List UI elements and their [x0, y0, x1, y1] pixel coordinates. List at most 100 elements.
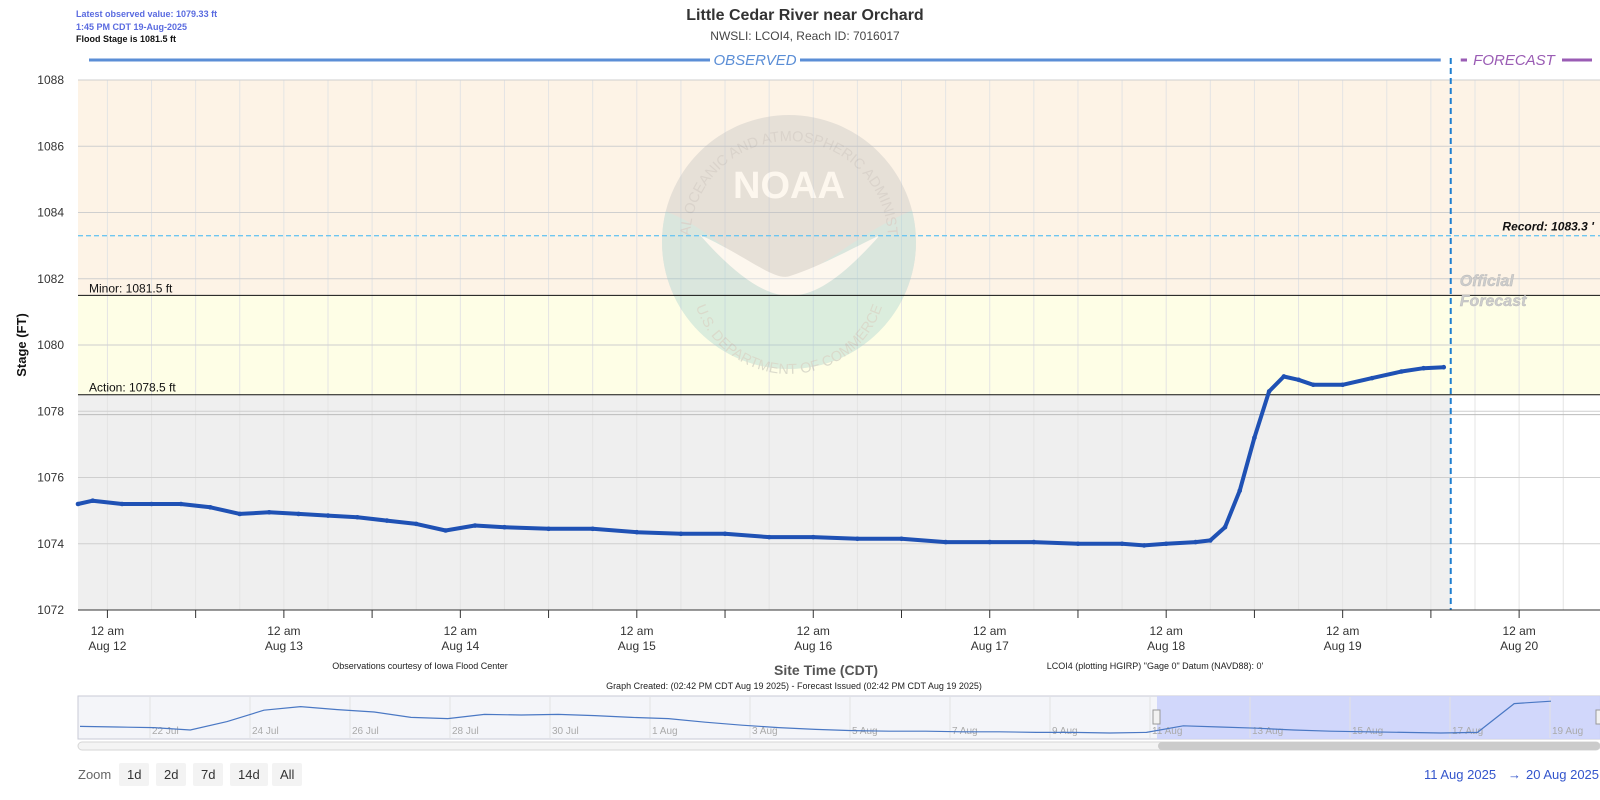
x-tick-label-date: Aug 19: [1324, 639, 1362, 653]
stage-point: [266, 509, 272, 515]
x-tick-label-date: Aug 20: [1500, 639, 1538, 653]
range-arrow: →: [1508, 767, 1521, 782]
observations-courtesy: Observations courtesy of Iowa Flood Cent…: [332, 661, 508, 671]
stage-point: [766, 534, 772, 540]
stage-point: [443, 528, 448, 533]
stage-line: [76, 365, 1446, 548]
navigator-left-handle[interactable]: [1152, 709, 1161, 725]
stage-point: [1369, 375, 1375, 381]
stage-point: [75, 501, 81, 507]
zoom-1d-button[interactable]: 1d: [119, 763, 150, 786]
x-tick-label-date: Aug 13: [265, 639, 303, 653]
y-tick-label: 1086: [37, 139, 64, 153]
stage-point: [1222, 524, 1228, 530]
stage-point: [208, 505, 213, 510]
stage-point: [1208, 538, 1213, 543]
official-forecast-watermark-1: Official: [1460, 273, 1515, 290]
navigator-date-label: 26 Jul: [352, 726, 379, 737]
x-tick-label-time: 12 am: [1326, 624, 1359, 638]
x-tick-label-time: 12 am: [444, 624, 477, 638]
noaa-seal-logo-text: NOAA: [733, 165, 845, 207]
x-tick-label-date: Aug 16: [794, 639, 832, 653]
observed-label: OBSERVED: [713, 52, 796, 69]
x-tick-label-date: Aug 18: [1147, 639, 1185, 653]
noaa-seal-wave: [662, 205, 916, 369]
navigator[interactable]: 22 Jul 24 Jul 26 Jul 28 Jul 30 Jul 1 Aug 3 Aug…: [77, 695, 1600, 751]
stage-point: [90, 498, 96, 503]
hydrograph-chart: NOAA NATIONAL OCEANIC AND ATMOSPHERIC AD…: [0, 0, 1600, 751]
latest-observed-value: Latest observed value: 1079.33 ft: [76, 9, 218, 19]
chart-subtitle: NWSLI: LCOI4, Reach ID: 7016017: [710, 29, 900, 43]
stage-point: [384, 518, 390, 523]
navigator-date-label: 5 Aug: [852, 726, 878, 737]
navigator-scrollbar-thumb[interactable]: [1158, 742, 1600, 750]
y-tick-label: 1080: [37, 338, 64, 352]
stage-point: [722, 531, 728, 537]
normal-band: [78, 394, 1451, 610]
navigator-date-label: 9 Aug: [1052, 726, 1078, 737]
range-start-date[interactable]: 11 Aug 2025: [1424, 767, 1497, 782]
stage-point: [1296, 377, 1301, 383]
latest-observed-time: 1:45 PM CDT 19-Aug-2025: [76, 21, 188, 32]
stage-point: [810, 534, 816, 540]
flood-threshold-lines: Record: 1083.3 ' Minor: 1081.5 ft Action: …: [78, 220, 1600, 416]
zoom-7d-button[interactable]: 7d: [193, 763, 224, 786]
zoom-all-button[interactable]: All: [272, 763, 303, 786]
y-tick-label: 1082: [37, 272, 64, 286]
stage-point: [355, 514, 360, 520]
stage-series: [75, 364, 1447, 548]
y-tick-label: 1084: [37, 206, 64, 220]
stage-point: [325, 513, 331, 518]
stage-point: [413, 521, 419, 527]
navigator-date-label: 24 Jul: [252, 726, 279, 737]
stage-point: [178, 501, 184, 507]
stage-point: [590, 526, 595, 532]
y-tick-label: 1078: [37, 404, 64, 418]
stage-point: [149, 501, 154, 507]
y-tick-label: 1088: [37, 73, 64, 87]
navigator-date-label: 28 Jul: [452, 726, 479, 737]
stage-point: [1193, 539, 1198, 545]
stage-point: [987, 539, 993, 545]
x-tick-label-date: Aug 15: [618, 639, 656, 653]
stage-point: [1163, 541, 1169, 547]
stage-point: [119, 501, 125, 507]
stage-point: [899, 536, 904, 542]
stage-point: [546, 526, 551, 532]
range-end-date[interactable]: 20 Aug 2025: [1526, 767, 1600, 782]
latest-observation-info: Latest observed value: 1079.33 ft 1:45 P…: [76, 8, 217, 46]
navigator-date-label: 30 Jul: [552, 726, 579, 737]
x-tick-label-time: 12 am: [620, 624, 653, 638]
record-label: Record: 1083.3 ': [1502, 220, 1595, 234]
navigator-date-label: 19 Aug: [1552, 726, 1583, 737]
navigator-date-label: 1 Aug: [652, 726, 678, 737]
noaa-seal-circle: [662, 115, 916, 369]
stage-point: [634, 529, 640, 535]
navigator-series: [79, 700, 1552, 734]
navigator-right-handle[interactable]: [1595, 709, 1600, 725]
y-tick-label: 1072: [37, 603, 64, 617]
x-axis-title: Site Time (CDT): [774, 662, 878, 678]
forecast-area: Official Forecast: [1449, 58, 1527, 610]
x-tick-label-time: 12 am: [267, 624, 300, 638]
x-tick-label-time: 12 am: [1150, 624, 1183, 638]
stage-point: [1399, 369, 1404, 374]
zoom-14d-button[interactable]: 14d: [230, 763, 268, 786]
datum-note: LCOI4 (plotting HGIRP) "Gage 0" Datum (N…: [1047, 661, 1264, 671]
noaa-seal-bird: [700, 235, 880, 296]
navigator-date-label: 13 Aug: [1252, 726, 1283, 737]
stage-point: [502, 524, 507, 530]
forecast-label: FORECAST: [1473, 52, 1557, 69]
stage-point: [1340, 382, 1345, 388]
y-axis: 1072 1074 1076 1078 1080 1082 1084 1086 1088: [37, 73, 1600, 617]
stage-point: [1031, 539, 1037, 545]
y-tick-label: 1076: [37, 471, 64, 485]
stage-point: [943, 539, 948, 545]
stage-point: [855, 536, 860, 542]
stage-point: [1119, 541, 1125, 547]
zoom-label: Zoom: [78, 767, 112, 782]
official-forecast-watermark-2: Forecast: [1460, 293, 1527, 310]
zoom-2d-button[interactable]: 2d: [156, 763, 187, 786]
stage-point: [1421, 365, 1426, 371]
x-tick-label-date: Aug 14: [441, 639, 479, 653]
